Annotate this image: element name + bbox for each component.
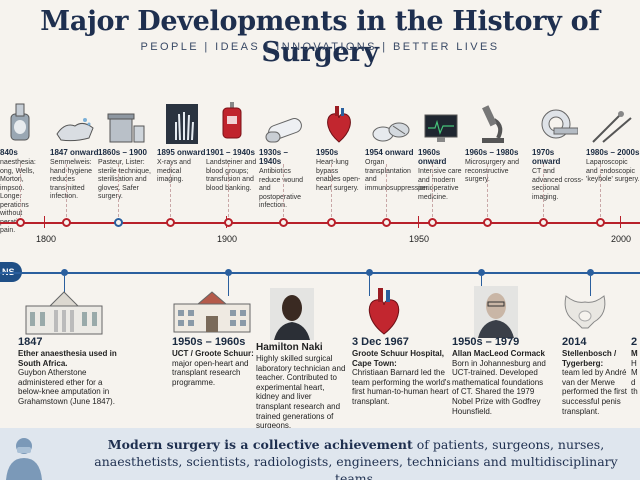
sa-event-3: Hamilton Naki Highly skilled surgical la… bbox=[256, 342, 346, 431]
anatomical-heart-image bbox=[368, 288, 400, 335]
year-label: 1900 bbox=[217, 234, 238, 244]
timeline-axis bbox=[0, 222, 640, 224]
footer-text: Modern surgery is a collective achieveme… bbox=[94, 437, 618, 480]
laparoscope-icon bbox=[586, 96, 640, 144]
hospital-building-image bbox=[173, 291, 251, 333]
pelvis-image bbox=[564, 295, 606, 329]
ether-inhaler-icon bbox=[0, 96, 40, 144]
timeline-marker bbox=[596, 218, 605, 227]
portrait-naki-image bbox=[270, 288, 314, 340]
page-subtitle: PEOPLE | IDEAS | INNOVATIONS | BETTER LI… bbox=[140, 41, 500, 53]
timeline-marker bbox=[428, 218, 437, 227]
sa-event-7: 2 M H M d th bbox=[631, 336, 638, 397]
xray-hand-icon bbox=[157, 96, 207, 144]
top-event-8: 1954 onward Organ transplantation and im… bbox=[365, 96, 430, 193]
sa-event-2: 1950s – 1960s UCT / Groote Schuur: major… bbox=[172, 336, 254, 387]
year-label: 2000 bbox=[611, 234, 632, 244]
timeline-marker bbox=[327, 218, 336, 227]
page-title: Major Developments in the History of Sur… bbox=[40, 6, 600, 68]
top-event-6: 1930s – 1940s Antibiotics reduce wound a… bbox=[259, 96, 311, 211]
year-label: 1800 bbox=[36, 234, 57, 244]
capsule-icon bbox=[259, 96, 311, 144]
blood-bag-icon bbox=[206, 96, 258, 144]
top-event-5: 1901 – 1940s Landsteiner and blood group… bbox=[206, 96, 258, 193]
handwashing-icon bbox=[50, 96, 100, 144]
ct-scanner-icon bbox=[532, 96, 584, 144]
top-event-4: 1895 onward X-rays and medical imaging. bbox=[157, 96, 207, 185]
microscope-icon bbox=[465, 96, 520, 144]
sa-event-4: 3 Dec 1967 Groote Schuur Hospital, Cape … bbox=[352, 336, 451, 406]
top-event-12: 1980s – 2000s Laparoscopic and endoscopi… bbox=[586, 96, 640, 185]
portrait-cormack-image bbox=[474, 286, 518, 338]
footer-banner bbox=[0, 428, 640, 480]
year-label: 1950 bbox=[409, 234, 430, 244]
timeline-marker bbox=[382, 218, 391, 227]
timeline-marker bbox=[16, 218, 25, 227]
south-africa-axis bbox=[0, 272, 640, 274]
top-event-7: 1950s Heart-lung bypass enables open-hea… bbox=[316, 96, 362, 193]
colonial-building-image bbox=[25, 291, 103, 335]
timeline-marker bbox=[166, 218, 175, 227]
top-event-10: 1960s – 1980s Microsurgery and reconstru… bbox=[465, 96, 520, 185]
timeline-marker bbox=[114, 218, 123, 227]
top-event-9: 1960s onward Intensive care and modern p… bbox=[418, 96, 464, 202]
sa-event-5: 1950s – 1979 Allan MacLeod Cormack Born … bbox=[452, 336, 546, 416]
heart-icon bbox=[316, 96, 362, 144]
top-event-11: 1970s onward CT and advanced cross-secti… bbox=[532, 96, 584, 202]
timeline-marker bbox=[279, 218, 288, 227]
sa-event-1: 1847 Ether anaesthesia used in South Afr… bbox=[18, 336, 117, 406]
timeline-marker bbox=[539, 218, 548, 227]
sa-event-6: 2014 Stellenbosch / Tygerberg: team led … bbox=[562, 336, 627, 416]
pills-icon bbox=[365, 96, 417, 144]
top-event-3: 1860s – 1900 Pasteur, Lister: sterile te… bbox=[98, 96, 153, 202]
timeline-marker bbox=[224, 218, 233, 227]
monitor-icon bbox=[418, 96, 464, 144]
surgeon-icon bbox=[6, 438, 42, 480]
top-event-2: 1847 onward Semmelweis: hand hygiene red… bbox=[50, 96, 100, 202]
timeline-marker bbox=[62, 218, 71, 227]
timeline-marker bbox=[483, 218, 492, 227]
steriliser-icon bbox=[98, 96, 153, 144]
